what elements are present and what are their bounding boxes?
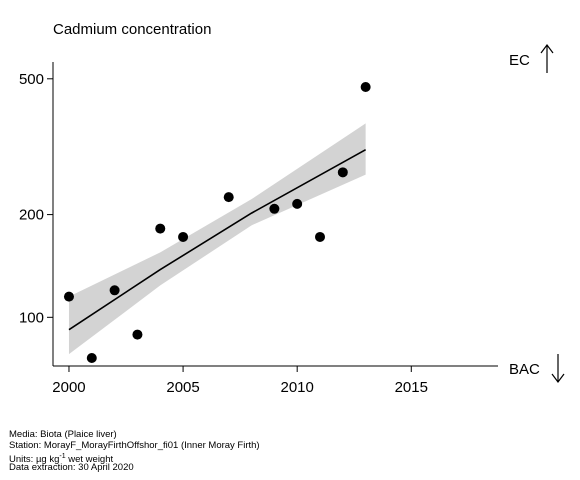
x-tick-label: 2015	[395, 379, 428, 396]
chart-title: Cadmium concentration	[53, 21, 211, 38]
bac-label: BAC	[509, 361, 540, 378]
data-point	[337, 167, 348, 178]
data-point	[360, 82, 371, 93]
trend-line	[68, 148, 367, 331]
y-ticks: 100 200 500	[19, 71, 53, 326]
confidence-band-layer	[68, 123, 366, 355]
data-point	[315, 231, 325, 242]
x-ticks: 2000 2005 2010 2015	[52, 366, 428, 396]
arrow-up-icon	[540, 44, 554, 73]
confidence-band	[68, 123, 366, 355]
data-point	[292, 198, 303, 209]
units-superscript: -1	[59, 453, 66, 460]
data-point	[269, 203, 280, 214]
data-point	[109, 285, 120, 296]
x-tick-label: 2010	[280, 379, 313, 396]
y-tick-label: 200	[19, 207, 44, 224]
data-point	[223, 192, 234, 203]
data-point	[155, 223, 166, 234]
data-point	[63, 291, 74, 302]
trend-line-layer	[68, 148, 367, 331]
footer-media: Media: Biota (Plaice liver)	[9, 429, 117, 440]
data-point	[86, 352, 97, 363]
y-tick-label: 100	[19, 309, 44, 326]
data-point	[132, 329, 143, 340]
ec-label: EC	[509, 52, 530, 69]
x-tick-label: 2000	[52, 379, 85, 396]
units-base1: µg kg	[35, 454, 60, 466]
x-tick-label: 2005	[166, 379, 199, 396]
data-points-layer	[63, 82, 371, 363]
footer-extraction: Data extraction: 30 April 2020	[9, 462, 134, 473]
footer-station: Station: MorayF_MorayFirthOffshor_fi01 (…	[9, 440, 260, 451]
y-tick-label: 500	[19, 71, 44, 88]
arrow-down-icon	[551, 354, 565, 383]
footer-units: Units: µg kg-1 wet weight	[9, 451, 113, 465]
units-rest: wet weight	[65, 454, 114, 466]
data-point	[178, 231, 189, 242]
units-prefix: Units:	[9, 454, 36, 466]
